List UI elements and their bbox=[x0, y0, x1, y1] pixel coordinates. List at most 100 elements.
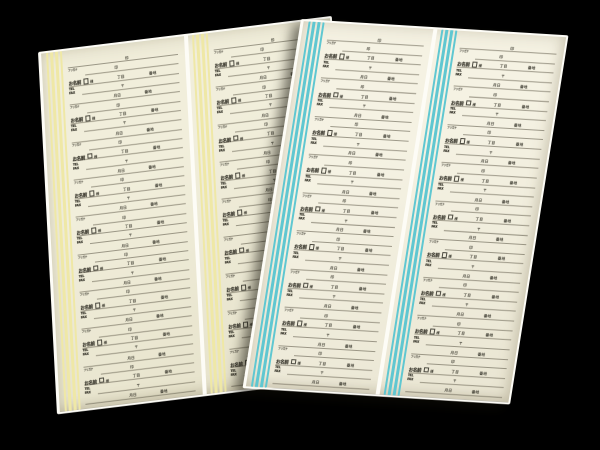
seal-mark: 印 bbox=[126, 289, 130, 295]
date-mark: 月日 bbox=[456, 312, 465, 317]
fax-label: FAX bbox=[82, 352, 89, 358]
address-mark: 丁目 bbox=[487, 140, 496, 146]
name-label-cluster: フリガナお名前様 bbox=[224, 235, 249, 258]
address-mark: 番地 bbox=[507, 161, 516, 166]
date-mark: 月日 bbox=[353, 113, 362, 118]
seal-mark: 印 bbox=[330, 275, 335, 280]
name-suffix-label: 様 bbox=[95, 191, 100, 197]
date-mark: 月日 bbox=[311, 380, 320, 385]
tel-label-cluster: TEL FAX bbox=[230, 368, 237, 378]
fax-label: FAX bbox=[280, 331, 287, 336]
address-mark: 番地 bbox=[154, 182, 163, 188]
address-mark: 番地 bbox=[513, 123, 522, 128]
name-suffix-label: 様 bbox=[309, 284, 313, 289]
address-mark: 番地 bbox=[156, 313, 164, 319]
address-mark: 番地 bbox=[338, 381, 347, 387]
postal-mark: 〒 bbox=[120, 83, 125, 89]
address-mark: 丁目 bbox=[354, 132, 363, 138]
address-mark: 番地 bbox=[503, 218, 512, 224]
name-suffix-label: 様 bbox=[345, 55, 350, 61]
fax-label: FAX bbox=[406, 377, 414, 382]
fax-label: FAX bbox=[274, 369, 281, 374]
address-mark: 番地 bbox=[479, 371, 488, 376]
postal-mark: 〒 bbox=[268, 103, 273, 108]
tel-label-cluster: TEL FAX bbox=[443, 145, 451, 154]
address-mark: 番地 bbox=[471, 390, 480, 395]
address-mark: 番地 bbox=[362, 229, 371, 234]
name-suffix-label: 様 bbox=[429, 369, 434, 374]
fax-label: FAX bbox=[222, 222, 229, 228]
name-label-cluster: フリガナお名前様 bbox=[68, 66, 93, 89]
postal-mark: 〒 bbox=[331, 294, 337, 300]
address-mark: 丁目 bbox=[128, 298, 137, 304]
address-mark: 丁目 bbox=[469, 255, 478, 260]
postal-mark: 〒 bbox=[368, 66, 373, 71]
seal-mark: 印 bbox=[262, 85, 267, 90]
tel-label-cluster: TEL FAX bbox=[292, 251, 300, 260]
postal-mark: 〒 bbox=[270, 140, 275, 145]
postal-mark: 〒 bbox=[337, 256, 343, 261]
tel-label-cluster: TEL FAX bbox=[316, 98, 324, 107]
name-suffix-label: 様 bbox=[93, 154, 98, 159]
tel-label-cluster: TEL FAX bbox=[431, 221, 439, 230]
address-mark: 丁目 bbox=[493, 102, 502, 108]
fax-label: FAX bbox=[76, 240, 83, 246]
name-label-cluster: フリガナお名前様 bbox=[218, 123, 243, 146]
tel-label-cluster: TEL FAX bbox=[221, 181, 228, 191]
name-label-cluster: フリガナお名前様 bbox=[220, 161, 245, 184]
address-mark: 番地 bbox=[146, 127, 155, 133]
name-label-cluster: フリガナお名前様 bbox=[72, 141, 97, 164]
tel-label-cluster: TEL FAX bbox=[85, 386, 92, 396]
postal-mark: 〒 bbox=[319, 371, 325, 376]
name-suffix-label: 様 bbox=[89, 79, 94, 85]
seal-box bbox=[230, 97, 237, 104]
tel-label-cluster: TEL FAX bbox=[225, 256, 232, 266]
address-mark: 番地 bbox=[364, 248, 373, 254]
address-mark: 丁目 bbox=[116, 74, 125, 80]
seal-box bbox=[471, 61, 478, 68]
address-mark: 丁目 bbox=[118, 111, 127, 117]
tel-label-cluster: TEL FAX bbox=[69, 87, 76, 97]
seal-box bbox=[94, 302, 101, 309]
name-suffix-label: 様 bbox=[478, 64, 482, 69]
address-mark: 丁目 bbox=[336, 247, 345, 252]
tel-label-cluster: TEL FAX bbox=[79, 274, 86, 284]
seal-mark: 印 bbox=[480, 169, 486, 174]
postal-mark: 〒 bbox=[136, 382, 141, 388]
seal-box bbox=[296, 320, 303, 327]
name-suffix-label: 様 bbox=[243, 211, 247, 216]
name-suffix-label: 様 bbox=[239, 136, 244, 141]
seal-box bbox=[308, 244, 315, 251]
postal-mark: 〒 bbox=[470, 264, 476, 270]
seal-mark: 印 bbox=[323, 313, 329, 318]
seal-mark: 印 bbox=[366, 46, 371, 51]
date-mark: 月日 bbox=[261, 112, 270, 118]
tel-label-cluster: TEL FAX bbox=[406, 373, 415, 382]
address-mark: 番地 bbox=[394, 58, 403, 63]
address-mark: 番地 bbox=[497, 256, 506, 262]
name-label-cluster: フリガナお名前様 bbox=[70, 104, 95, 127]
address-mark: 丁目 bbox=[330, 285, 339, 290]
address-mark: 番地 bbox=[509, 180, 518, 186]
address-mark: 丁目 bbox=[366, 56, 375, 61]
name-label-cluster: フリガナお名前様 bbox=[74, 179, 99, 202]
address-mark: 丁目 bbox=[268, 168, 277, 174]
date-mark: 月日 bbox=[329, 265, 338, 271]
tel-label-cluster: TEL FAX bbox=[437, 183, 445, 192]
seal-box bbox=[240, 284, 247, 291]
fax-label: FAX bbox=[286, 292, 293, 298]
address-mark: 丁目 bbox=[475, 217, 484, 222]
postal-mark: 〒 bbox=[464, 303, 470, 308]
name-label-cluster: フリガナお名前様 bbox=[82, 328, 107, 351]
date-mark: 月日 bbox=[450, 350, 459, 355]
name-suffix-label: 様 bbox=[235, 61, 240, 67]
name-label-cluster: フリガナお名前様 bbox=[222, 198, 247, 221]
